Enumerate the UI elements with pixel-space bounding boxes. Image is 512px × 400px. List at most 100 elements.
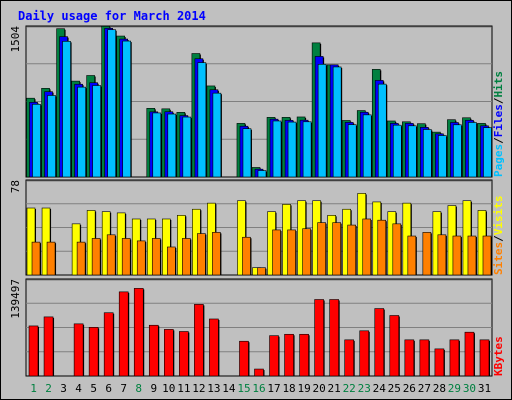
bar-pages-day-27 bbox=[423, 129, 432, 178]
bar-pages-day-19 bbox=[302, 121, 312, 178]
legend-sites: Sites bbox=[492, 242, 505, 275]
bar-pages-day-28 bbox=[438, 135, 447, 178]
x-tick-label: 19 bbox=[297, 382, 310, 395]
bar-sites-day-27 bbox=[422, 232, 432, 276]
bar-sites-day-28 bbox=[437, 234, 447, 276]
legend-top: Pages/Files/Hits bbox=[492, 71, 505, 177]
legend-kbytes: KBytes bbox=[492, 336, 505, 376]
bar-pages-day-16 bbox=[257, 170, 267, 178]
bar-pages-day-12 bbox=[197, 62, 207, 178]
bar-pages-day-4 bbox=[77, 86, 86, 178]
x-tick-label: 21 bbox=[328, 382, 341, 395]
bar-pages-day-24 bbox=[377, 83, 387, 178]
bar-kbytes-day-21 bbox=[329, 299, 339, 377]
bar-kbytes-day-27 bbox=[419, 339, 430, 377]
bar-kbytes-day-29 bbox=[449, 339, 460, 377]
bar-pages-day-21 bbox=[332, 66, 342, 178]
bar-pages-day-11 bbox=[182, 116, 192, 178]
bar-sites-day-23 bbox=[362, 218, 372, 276]
bar-sites-day-22 bbox=[347, 224, 356, 276]
chart-title: Daily usage for March 2014 bbox=[18, 9, 206, 23]
bar-sites-day-8 bbox=[136, 240, 146, 276]
bar-sites-day-16 bbox=[257, 267, 266, 276]
bar-sites-day-17 bbox=[272, 229, 281, 276]
bar-sites-day-26 bbox=[407, 235, 417, 276]
bar-pages-day-18 bbox=[287, 121, 297, 178]
bar-sites-day-7 bbox=[121, 238, 131, 276]
bar-sites-day-30 bbox=[467, 235, 477, 276]
y-max-label-bottom: 139497 bbox=[9, 279, 22, 319]
x-tick-label: 20 bbox=[313, 382, 326, 395]
legend-middle: Sites/Visits bbox=[492, 196, 505, 276]
x-tick-label: 4 bbox=[75, 382, 82, 395]
bar-kbytes-day-25 bbox=[389, 315, 400, 377]
bar-kbytes-day-23 bbox=[359, 330, 370, 377]
x-tick-label: 6 bbox=[105, 382, 112, 395]
bar-pages-day-10 bbox=[167, 113, 177, 178]
x-tick-label: 30 bbox=[463, 382, 476, 395]
bar-pages-day-9 bbox=[152, 112, 162, 178]
x-tick-label: 5 bbox=[90, 382, 97, 395]
x-tick-label: 13 bbox=[207, 382, 220, 395]
x-tick-label: 29 bbox=[448, 382, 461, 395]
bar-kbytes-day-18 bbox=[284, 333, 294, 377]
panel-top: 1504 bbox=[9, 25, 493, 178]
x-tick-label: 26 bbox=[403, 382, 416, 395]
bar-kbytes-day-20 bbox=[314, 299, 324, 377]
bar-kbytes-day-30 bbox=[464, 331, 475, 377]
bar-kbytes-day-6 bbox=[103, 312, 114, 377]
x-tick-label: 1 bbox=[30, 382, 37, 395]
bar-sites-day-25 bbox=[392, 223, 402, 276]
legend-hits: Hits bbox=[492, 71, 505, 98]
legend-top-text: Pages/Files/Hits bbox=[492, 71, 505, 177]
bar-sites-day-4 bbox=[76, 241, 86, 276]
x-tick-label: 15 bbox=[237, 382, 250, 395]
x-tick-label: 23 bbox=[358, 382, 371, 395]
bar-pages-day-29 bbox=[453, 124, 462, 178]
bar-sites-day-24 bbox=[377, 219, 387, 276]
bar-sites-day-2 bbox=[46, 241, 56, 276]
x-tick-label: 11 bbox=[177, 382, 190, 395]
x-tick-label: 12 bbox=[192, 382, 205, 395]
bar-sites-day-5 bbox=[91, 238, 101, 276]
bar-kbytes-day-28 bbox=[434, 348, 445, 377]
x-tick-label: 3 bbox=[60, 382, 67, 395]
x-tick-label: 9 bbox=[150, 382, 157, 395]
x-tick-label: 7 bbox=[120, 382, 127, 395]
bar-pages-day-20 bbox=[317, 64, 327, 178]
y-max-label-middle: 78 bbox=[9, 180, 22, 193]
legend-separator: / bbox=[492, 137, 505, 144]
bar-kbytes-day-22 bbox=[344, 339, 354, 377]
x-tick-label: 18 bbox=[282, 382, 295, 395]
bar-pages-day-6 bbox=[107, 29, 116, 178]
bar-sites-day-21 bbox=[332, 222, 341, 276]
bar-pages-day-13 bbox=[212, 92, 222, 178]
bar-sites-day-13 bbox=[212, 232, 221, 276]
bar-pages-day-5 bbox=[92, 85, 101, 178]
bar-kbytes-day-1 bbox=[28, 325, 39, 377]
bar-pages-day-26 bbox=[408, 125, 417, 178]
legend-visits: Visits bbox=[492, 196, 505, 236]
bar-kbytes-day-11 bbox=[179, 331, 189, 377]
bar-sites-day-12 bbox=[197, 233, 206, 276]
bar-visits-day-2 bbox=[41, 207, 51, 276]
y-max-label-top: 1504 bbox=[9, 26, 22, 53]
bar-sites-day-29 bbox=[452, 235, 462, 276]
bar-kbytes-day-16 bbox=[254, 368, 264, 377]
x-tick-label: 27 bbox=[418, 382, 431, 395]
legend-bottom: KBytes bbox=[492, 336, 505, 376]
x-tick-label: 8 bbox=[135, 382, 142, 395]
bar-kbytes-day-19 bbox=[299, 333, 309, 377]
bar-kbytes-day-26 bbox=[404, 339, 415, 377]
x-axis-labels: 1 2 3 4 5 6 7 8 9 10 11 12 13 14 15 16 17 18 19 20 21 22 23 24 2… bbox=[30, 382, 491, 395]
x-tick-label: 28 bbox=[433, 382, 446, 395]
bar-sites-day-31 bbox=[482, 235, 492, 276]
bar-pages-day-17 bbox=[272, 120, 282, 178]
x-tick-label: 17 bbox=[267, 382, 280, 395]
bar-pages-day-23 bbox=[362, 114, 372, 178]
x-tick-label: 31 bbox=[478, 382, 491, 395]
bar-pages-day-25 bbox=[392, 124, 402, 178]
bar-kbytes-day-13 bbox=[209, 318, 219, 377]
bar-pages-day-31 bbox=[483, 127, 492, 178]
